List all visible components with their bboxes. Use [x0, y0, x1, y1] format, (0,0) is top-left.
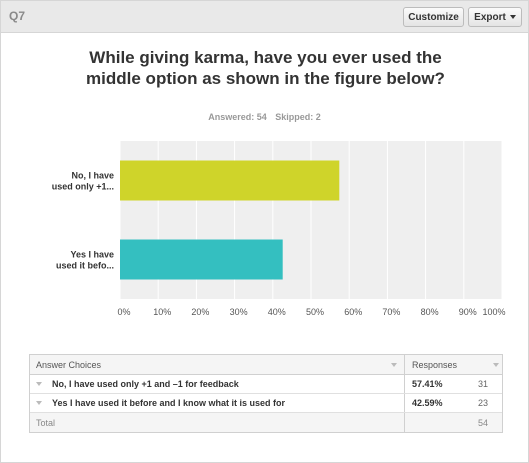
- category-label: used only +1...: [52, 182, 114, 192]
- x-tick-label: 100%: [482, 307, 505, 317]
- sort-responses-icon[interactable]: [493, 363, 499, 367]
- export-button[interactable]: Export: [468, 7, 522, 27]
- column-divider: [404, 413, 405, 432]
- export-label: Export: [474, 11, 506, 23]
- response-percent: 42.59%: [412, 398, 443, 408]
- total-count: 54: [478, 418, 489, 428]
- x-tick-label: 70%: [382, 307, 400, 317]
- chevron-down-icon: [509, 15, 516, 19]
- x-tick-label: 80%: [421, 307, 439, 317]
- response-count: 23: [478, 398, 489, 408]
- table-total-row: Total 54: [30, 413, 502, 432]
- answer-table: Answer Choices Responses No, I have used…: [29, 354, 503, 433]
- x-tick-label: 30%: [230, 307, 248, 317]
- x-tick-label: 50%: [306, 307, 324, 317]
- sort-choices-icon[interactable]: [391, 363, 397, 367]
- response-percent: 57.41%: [412, 379, 443, 389]
- expand-row-icon[interactable]: [36, 382, 42, 386]
- skipped-count: Skipped: 2: [275, 112, 321, 122]
- x-tick-label: 10%: [153, 307, 171, 317]
- category-label: Yes I have: [70, 250, 114, 260]
- x-tick-label: 60%: [344, 307, 362, 317]
- response-count: 31: [478, 379, 489, 389]
- customize-button[interactable]: Customize: [403, 7, 464, 27]
- column-divider: [404, 375, 405, 393]
- question-header-bar: Q7 Customize Export: [1, 1, 528, 33]
- question-number: Q7: [9, 9, 26, 23]
- responses-header[interactable]: Responses: [412, 360, 458, 370]
- expand-row-icon[interactable]: [36, 401, 42, 405]
- bar: [120, 239, 283, 280]
- answer-choices-header[interactable]: Answer Choices: [36, 360, 102, 370]
- table-row[interactable]: No, I have used only +1 and –1 for feedb…: [30, 375, 502, 394]
- answered-count: Answered: 54: [208, 112, 267, 122]
- answer-choice: No, I have used only +1 and –1 for feedb…: [52, 379, 239, 389]
- category-label: used it befo...: [56, 261, 114, 271]
- response-stats: Answered: 54 Skipped: 2: [1, 112, 528, 122]
- answer-choice: Yes I have used it before and I know wha…: [52, 398, 286, 408]
- total-label: Total: [36, 418, 56, 428]
- table-row[interactable]: Yes I have used it before and I know wha…: [30, 394, 502, 413]
- question-title: While giving karma, have you ever used t…: [86, 48, 445, 88]
- column-divider: [404, 394, 405, 412]
- x-tick-label: 90%: [459, 307, 477, 317]
- x-tick-label: 20%: [191, 307, 209, 317]
- x-tick-label: 40%: [268, 307, 286, 317]
- category-label: No, I have: [71, 171, 114, 181]
- x-tick-label: 0%: [117, 307, 130, 317]
- bar: [120, 160, 340, 201]
- table-header: Answer Choices Responses: [30, 355, 502, 375]
- bar-chart: 0% 10% 20% 30% 40% 50% 60% 70% 80% 90% 100% No, I h…: [52, 141, 506, 317]
- column-divider: [404, 355, 405, 374]
